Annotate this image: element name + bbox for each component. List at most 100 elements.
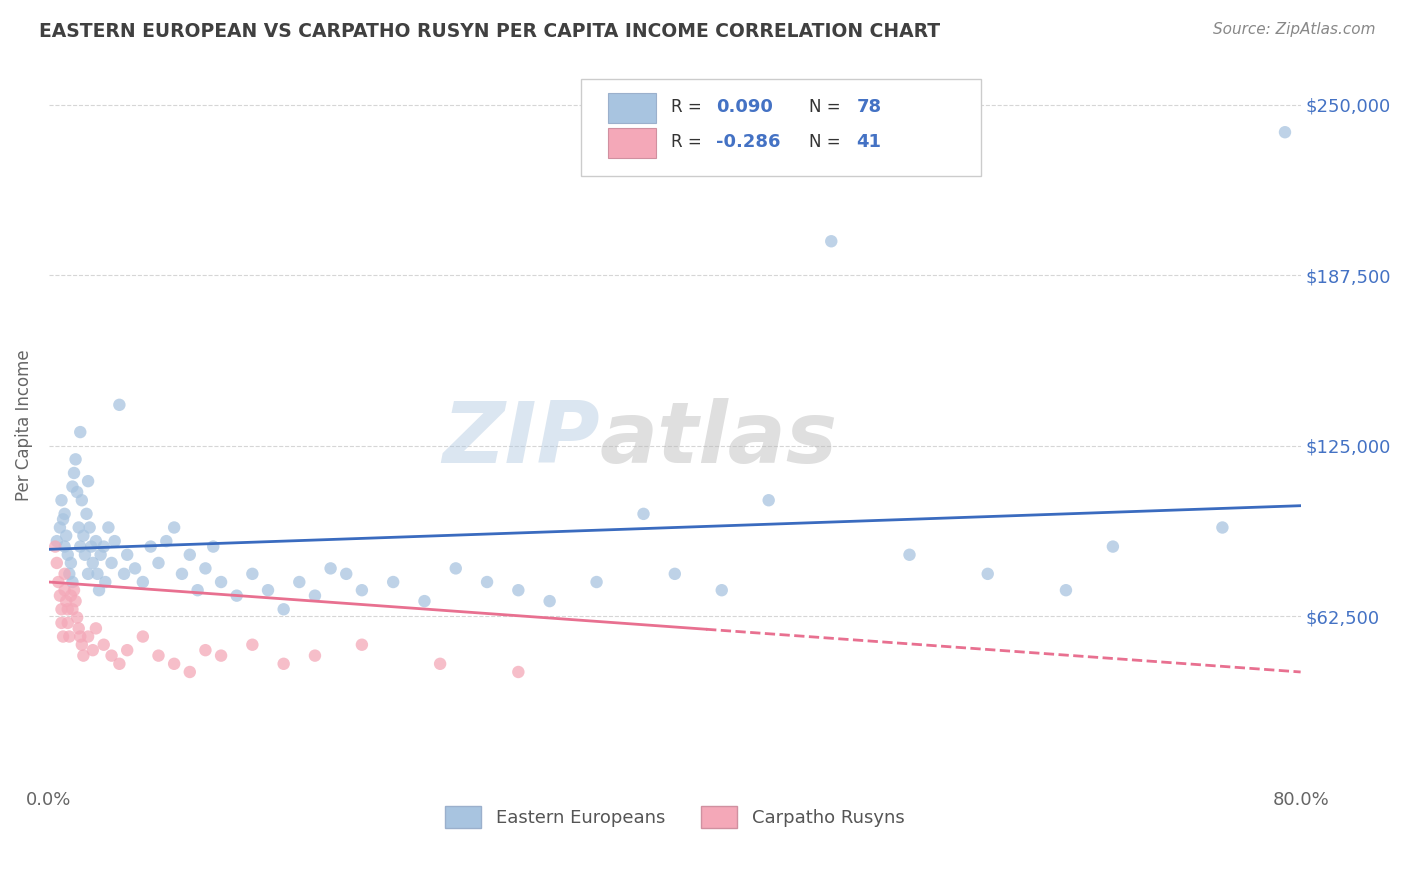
Point	[80, 540, 103, 554]
Point	[53, 583, 76, 598]
Point	[76, 507, 98, 521]
Point	[108, 398, 131, 412]
FancyBboxPatch shape	[581, 78, 981, 176]
Point	[86, 566, 108, 581]
Point	[79, 520, 101, 534]
Point	[1211, 520, 1233, 534]
Point	[194, 561, 217, 575]
Point	[124, 561, 146, 575]
Point	[1102, 540, 1125, 554]
Point	[633, 507, 655, 521]
Point	[304, 589, 326, 603]
Point	[112, 566, 135, 581]
Text: Source: ZipAtlas.com: Source: ZipAtlas.com	[1212, 22, 1375, 37]
Text: EASTERN EUROPEAN VS CARPATHO RUSYN PER CAPITA INCOME CORRELATION CHART: EASTERN EUROPEAN VS CARPATHO RUSYN PER C…	[39, 22, 941, 41]
Point	[163, 520, 186, 534]
Point	[58, 566, 80, 581]
Point	[820, 234, 842, 248]
Point	[93, 638, 115, 652]
Text: 41: 41	[856, 133, 882, 151]
Point	[73, 548, 96, 562]
Point	[82, 643, 104, 657]
Point	[209, 574, 232, 589]
Point	[97, 520, 120, 534]
Point	[104, 534, 127, 549]
Text: ZIP: ZIP	[441, 398, 600, 481]
Point	[179, 548, 201, 562]
Point	[194, 643, 217, 657]
Point	[65, 594, 87, 608]
Point	[382, 574, 405, 589]
Point	[51, 615, 73, 630]
Point	[710, 583, 733, 598]
Point	[59, 556, 82, 570]
Point	[350, 638, 373, 652]
Point	[56, 548, 79, 562]
Point	[475, 574, 498, 589]
Point	[335, 566, 357, 581]
Point	[350, 583, 373, 598]
Point	[56, 615, 79, 630]
Point	[115, 548, 138, 562]
Point	[304, 648, 326, 663]
Point	[148, 556, 170, 570]
Point	[139, 540, 162, 554]
Point	[87, 583, 110, 598]
Point	[155, 534, 177, 549]
Point	[429, 657, 451, 671]
Point	[508, 665, 530, 679]
Point	[664, 566, 686, 581]
Point	[45, 556, 67, 570]
Point	[63, 583, 86, 598]
Point	[508, 583, 530, 598]
Point	[132, 574, 155, 589]
Point	[55, 594, 77, 608]
Point	[115, 643, 138, 657]
Text: atlas: atlas	[600, 398, 838, 481]
Point	[187, 583, 209, 598]
Point	[898, 548, 921, 562]
Point	[84, 621, 107, 635]
Point	[69, 630, 91, 644]
Text: 78: 78	[856, 98, 882, 116]
Point	[1274, 125, 1296, 139]
Point	[209, 648, 232, 663]
Point	[65, 452, 87, 467]
Point	[53, 566, 76, 581]
Point	[240, 638, 263, 652]
Point	[48, 574, 70, 589]
Point	[67, 520, 90, 534]
Point	[132, 630, 155, 644]
Point	[257, 583, 280, 598]
Text: N =: N =	[808, 133, 841, 151]
Point	[82, 556, 104, 570]
Point	[273, 657, 295, 671]
Point	[62, 574, 84, 589]
Point	[273, 602, 295, 616]
Point	[44, 540, 66, 554]
Point	[53, 507, 76, 521]
Point	[100, 648, 122, 663]
Text: R =: R =	[671, 98, 702, 116]
Point	[225, 589, 247, 603]
Point	[413, 594, 436, 608]
Point	[63, 466, 86, 480]
Point	[70, 638, 93, 652]
Point	[49, 520, 72, 534]
Point	[72, 529, 94, 543]
Point	[90, 548, 112, 562]
Point	[52, 630, 75, 644]
Point	[444, 561, 467, 575]
Point	[84, 534, 107, 549]
Y-axis label: Per Capita Income: Per Capita Income	[15, 350, 32, 501]
Point	[59, 589, 82, 603]
Point	[69, 540, 91, 554]
Point	[51, 602, 73, 616]
Point	[240, 566, 263, 581]
Bar	[609, 128, 657, 158]
Point	[179, 665, 201, 679]
Point	[45, 534, 67, 549]
Point	[69, 425, 91, 439]
Point	[77, 566, 100, 581]
Point	[66, 610, 89, 624]
